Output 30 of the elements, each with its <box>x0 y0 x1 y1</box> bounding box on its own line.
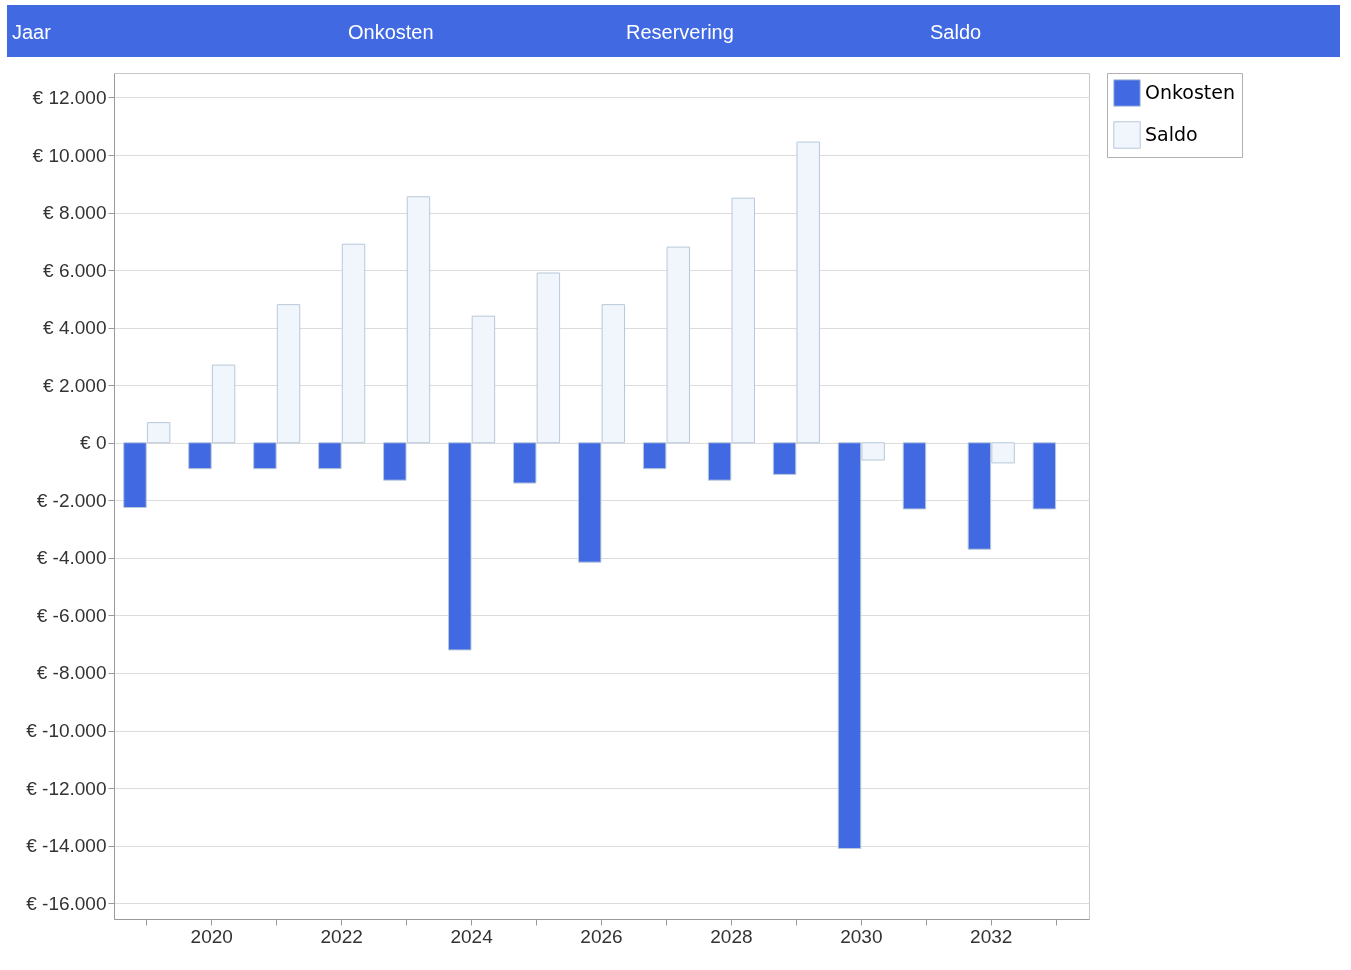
x-tick-label: 2032 <box>970 925 1013 947</box>
x-tick-label: 2022 <box>320 925 363 947</box>
y-tick-label: € 4.000 <box>43 317 107 339</box>
y-tick-label: € 2.000 <box>43 374 107 396</box>
legend-label: Onkosten <box>1145 81 1236 103</box>
y-tick-label: € 10.000 <box>32 144 107 166</box>
y-tick-label: € -10.000 <box>26 720 107 742</box>
text: Reservering <box>626 21 734 44</box>
y-tick-label: € -2.000 <box>36 489 107 511</box>
y-tick-label: € 12.000 <box>32 86 107 108</box>
x-tick-label: 2020 <box>190 925 233 947</box>
y-tick-label: € 8.000 <box>43 202 107 224</box>
y-tick-label: € -8.000 <box>36 662 107 684</box>
text: Onkosten <box>348 21 434 44</box>
bar <box>902 442 927 510</box>
y-tick-label: € -12.000 <box>26 777 107 799</box>
y-tick-label: € -6.000 <box>36 604 107 626</box>
text: Jaar <box>12 21 51 44</box>
text: Saldo <box>930 21 982 44</box>
y-tick-label: € 6.000 <box>43 259 107 281</box>
y-tick-label: € -4.000 <box>36 547 107 569</box>
x-tick-label: 2026 <box>580 925 623 947</box>
y-tick-label: € -14.000 <box>26 835 107 857</box>
legend-label: Saldo <box>1145 123 1198 145</box>
y-tick-label: € 0 <box>80 432 107 454</box>
x-tick-label: 2024 <box>450 925 494 947</box>
x-tick-label: 2028 <box>710 925 753 947</box>
y-tick-label: € -16.000 <box>26 892 107 914</box>
bar <box>1032 442 1057 510</box>
x-tick-label: 2030 <box>840 925 883 947</box>
